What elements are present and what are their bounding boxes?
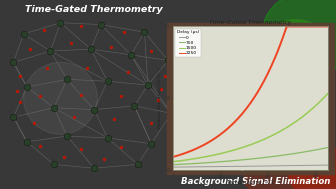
Title: Time-Gated Thermometry: Time-Gated Thermometry xyxy=(209,20,291,25)
Ellipse shape xyxy=(262,0,336,77)
Ellipse shape xyxy=(24,62,97,134)
Text: Sensitivity Enhancement: Sensitivity Enhancement xyxy=(195,162,316,171)
Ellipse shape xyxy=(244,159,336,189)
Ellipse shape xyxy=(289,147,336,189)
Text: Background Signal Elimination: Background Signal Elimination xyxy=(181,177,330,186)
Y-axis label: Relative Sensitivity [%°C⁻¹]: Relative Sensitivity [%°C⁻¹] xyxy=(158,68,162,128)
X-axis label: Temperature [°C]: Temperature [°C] xyxy=(227,180,273,185)
Bar xyxy=(167,23,334,174)
Text: Time-Gated Thermometry: Time-Gated Thermometry xyxy=(25,5,163,14)
Legend: 0, 750, 1500, 2250: 0, 750, 1500, 2250 xyxy=(175,29,201,57)
Ellipse shape xyxy=(259,20,333,86)
